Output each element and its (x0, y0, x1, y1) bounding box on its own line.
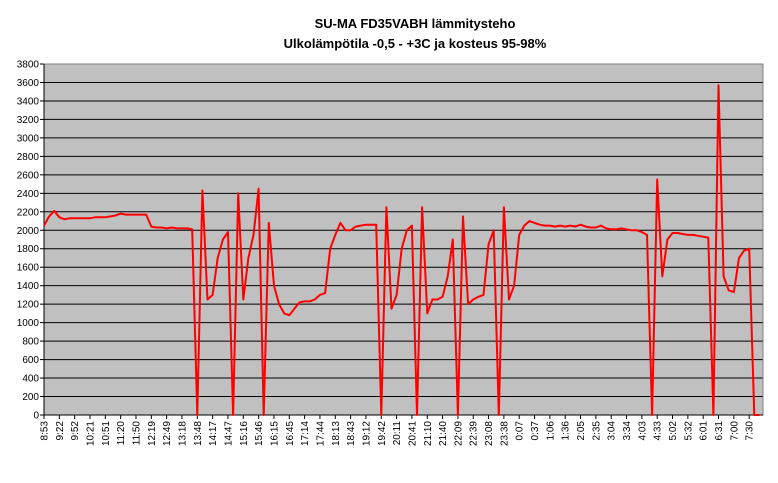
x-tick-label: 7:00 (729, 421, 740, 441)
x-tick-label: 0:37 (530, 421, 541, 441)
x-tick-label: 1:36 (561, 421, 572, 441)
x-tick-label: 9:22 (55, 421, 66, 441)
y-tick-label: 3800 (17, 60, 40, 71)
x-tick-label: 1:06 (545, 421, 556, 441)
y-tick-label: 200 (22, 392, 39, 403)
chart-title: SU-MA FD35VABH lämmitysteho (315, 16, 516, 31)
x-tick-label: 15:46 (254, 421, 265, 446)
y-tick-label: 400 (22, 374, 39, 385)
x-tick-label: 5:02 (668, 421, 679, 441)
y-tick-label: 3400 (17, 96, 40, 107)
x-tick-label: 9:52 (70, 421, 81, 441)
x-tick-label: 11:50 (131, 421, 142, 446)
x-tick-label: 20:41 (407, 421, 418, 446)
x-tick-label: 17:44 (315, 421, 326, 446)
x-tick-label: 14:17 (208, 421, 219, 446)
x-tick-label: 8:53 (40, 421, 51, 441)
x-tick-label: 19:12 (361, 421, 372, 446)
y-tick-label: 2200 (17, 207, 40, 218)
y-tick-label: 1600 (17, 263, 40, 274)
x-tick-label: 12:49 (162, 421, 173, 446)
x-tick-label: 4:03 (637, 421, 648, 441)
x-tick-label: 3:04 (607, 421, 618, 441)
x-tick-label: 15:16 (239, 421, 250, 446)
x-tick-label: 21:10 (423, 421, 434, 446)
x-tick-label: 2:35 (591, 421, 602, 441)
x-tick-label: 20:11 (392, 421, 403, 446)
x-tick-label: 19:42 (377, 421, 388, 446)
x-tick-label: 11:20 (116, 421, 127, 446)
x-tick-label: 23:08 (484, 421, 495, 446)
y-tick-label: 1400 (17, 281, 40, 292)
x-tick-label: 16:15 (269, 421, 280, 446)
x-tick-label: 5:32 (683, 421, 694, 441)
x-tick-label: 13:48 (193, 421, 204, 446)
x-tick-label: 4:33 (653, 421, 664, 441)
y-tick-label: 600 (22, 355, 39, 366)
x-tick-label: 16:45 (285, 421, 296, 446)
x-tick-label: 22:09 (453, 421, 464, 446)
y-tick-label: 1200 (17, 300, 40, 311)
x-tick-label: 14:47 (223, 421, 234, 446)
x-tick-label: 13:18 (177, 421, 188, 446)
x-tick-label: 17:14 (300, 421, 311, 446)
y-tick-label: 2800 (17, 152, 40, 163)
x-tick-label: 7:30 (745, 421, 756, 441)
x-tick-label: 18:13 (331, 421, 342, 446)
x-tick-label: 12:19 (147, 421, 158, 446)
y-tick-label: 2600 (17, 170, 40, 181)
chart-subtitle: Ulkolämpötila -0,5 - +3C ja kosteus 95-9… (284, 36, 547, 51)
y-tick-label: 2400 (17, 189, 40, 200)
data-line (43, 84, 760, 416)
x-tick-label: 21:40 (438, 421, 449, 446)
y-tick-label: 3600 (17, 78, 40, 89)
x-tick-label: 23:38 (499, 421, 510, 446)
y-tick-label: 3000 (17, 133, 40, 144)
x-tick-label: 6:31 (714, 421, 725, 441)
y-tick-label: 3200 (17, 115, 40, 126)
x-tick-label: 10:21 (85, 421, 96, 446)
y-tick-label: 1800 (17, 244, 40, 255)
y-tick-label: 1000 (17, 318, 40, 329)
x-tick-label: 0:07 (515, 421, 526, 441)
x-tick-label: 18:43 (346, 421, 357, 446)
y-tick-label: 0 (33, 411, 39, 422)
x-tick-label: 22:39 (469, 421, 480, 446)
y-tick-label: 2000 (17, 226, 40, 237)
y-tick-label: 800 (22, 337, 39, 348)
x-tick-label: 2:05 (576, 421, 587, 441)
x-tick-label: 10:51 (101, 421, 112, 446)
x-tick-label: 6:01 (699, 421, 710, 441)
x-tick-label: 3:34 (622, 421, 633, 441)
